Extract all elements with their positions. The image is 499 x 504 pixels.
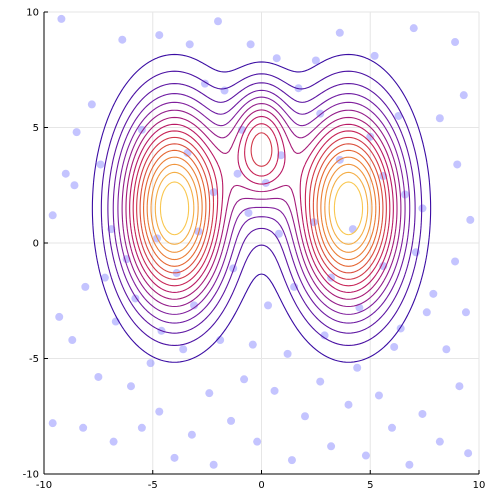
scatter-point	[68, 336, 76, 344]
scatter-point	[264, 301, 272, 309]
scatter-point	[418, 204, 426, 212]
scatter-point	[155, 31, 163, 39]
scatter-point	[94, 373, 102, 381]
scatter-point	[127, 382, 135, 390]
scatter-point	[453, 160, 461, 168]
scatter-point	[97, 160, 105, 168]
scatter-point	[271, 387, 279, 395]
scatter-point	[62, 170, 70, 178]
scatter-point	[312, 57, 320, 65]
scatter-point	[73, 128, 81, 136]
x-tick-label: 0	[258, 480, 264, 491]
y-tick-label: 5	[33, 123, 39, 134]
scatter-point	[462, 308, 470, 316]
scatter-point	[451, 257, 459, 265]
scatter-point	[466, 216, 474, 224]
scatter-point	[171, 454, 179, 462]
scatter-point	[451, 38, 459, 46]
scatter-point	[214, 17, 222, 25]
scatter-point	[390, 343, 398, 351]
scatter-point	[349, 225, 357, 233]
scatter-point	[442, 345, 450, 353]
scatter-point	[253, 438, 261, 446]
scatter-point	[247, 40, 255, 48]
scatter-point	[57, 15, 65, 23]
scatter-point	[405, 461, 413, 469]
scatter-point	[49, 211, 57, 219]
scatter-point	[70, 181, 78, 189]
scatter-point	[81, 283, 89, 291]
scatter-point	[455, 382, 463, 390]
scatter-point	[316, 378, 324, 386]
scatter-point	[49, 419, 57, 427]
scatter-point	[327, 442, 335, 450]
x-tick-label: -5	[148, 480, 158, 491]
scatter-point	[88, 100, 96, 108]
scatter-point	[79, 424, 87, 432]
scatter-point	[362, 452, 370, 460]
x-tick-label: -10	[36, 480, 52, 491]
y-tick-label: 10	[26, 8, 39, 19]
scatter-point	[188, 431, 196, 439]
scatter-point	[336, 29, 344, 37]
scatter-point	[244, 209, 252, 217]
scatter-point	[460, 91, 468, 99]
scatter-point	[436, 114, 444, 122]
scatter-point	[186, 40, 194, 48]
y-tick-label: -5	[29, 354, 39, 365]
scatter-point	[205, 389, 213, 397]
scatter-point	[284, 350, 292, 358]
scatter-point	[464, 449, 472, 457]
scatter-point	[371, 52, 379, 60]
scatter-point	[388, 424, 396, 432]
scatter-point	[240, 375, 248, 383]
scatter-point	[423, 308, 431, 316]
scatter-point	[227, 417, 235, 425]
scatter-point	[375, 391, 383, 399]
scatter-point	[353, 364, 361, 372]
scatter-point	[418, 410, 426, 418]
scatter-point	[273, 54, 281, 62]
scatter-point	[410, 24, 418, 32]
x-tick-label: 5	[367, 480, 373, 491]
scatter-point	[210, 461, 218, 469]
scatter-point	[436, 438, 444, 446]
scatter-point	[110, 438, 118, 446]
scatter-point	[155, 408, 163, 416]
scatter-point	[345, 401, 353, 409]
y-tick-label: -10	[23, 470, 39, 481]
x-tick-label: 10	[473, 480, 486, 491]
scatter-point	[288, 456, 296, 464]
scatter-point	[249, 341, 257, 349]
scatter-point	[234, 170, 242, 178]
y-tick-label: 0	[33, 239, 39, 250]
scatter-point	[118, 36, 126, 44]
scatter-point	[55, 313, 63, 321]
scatter-point	[179, 345, 187, 353]
scatter-point	[138, 424, 146, 432]
scatter-point	[147, 359, 155, 367]
scatter-point	[301, 412, 309, 420]
scatter-point	[429, 290, 437, 298]
